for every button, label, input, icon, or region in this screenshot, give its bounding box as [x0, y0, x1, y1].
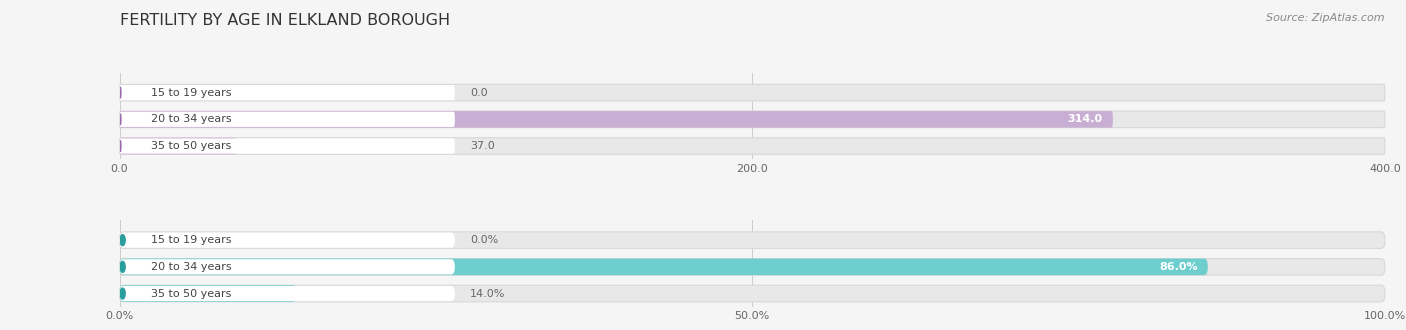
FancyBboxPatch shape: [120, 138, 456, 154]
Text: 14.0%: 14.0%: [470, 288, 505, 299]
Circle shape: [120, 288, 125, 299]
FancyBboxPatch shape: [120, 84, 1385, 101]
Text: 15 to 19 years: 15 to 19 years: [152, 235, 232, 245]
FancyBboxPatch shape: [120, 233, 456, 248]
Text: 20 to 34 years: 20 to 34 years: [152, 114, 232, 124]
FancyBboxPatch shape: [120, 232, 1385, 248]
FancyBboxPatch shape: [120, 259, 1208, 275]
FancyBboxPatch shape: [120, 286, 456, 301]
Text: 0.0%: 0.0%: [470, 235, 498, 245]
Text: 15 to 19 years: 15 to 19 years: [152, 88, 232, 98]
Text: 37.0: 37.0: [470, 141, 495, 151]
Text: 20 to 34 years: 20 to 34 years: [152, 262, 232, 272]
FancyBboxPatch shape: [120, 285, 1385, 302]
FancyBboxPatch shape: [120, 138, 1385, 154]
Circle shape: [120, 261, 125, 272]
Text: 0.0: 0.0: [470, 88, 488, 98]
FancyBboxPatch shape: [120, 259, 1385, 275]
Text: 35 to 50 years: 35 to 50 years: [152, 288, 232, 299]
FancyBboxPatch shape: [120, 259, 456, 275]
FancyBboxPatch shape: [120, 111, 1385, 128]
Text: Source: ZipAtlas.com: Source: ZipAtlas.com: [1267, 13, 1385, 23]
FancyBboxPatch shape: [120, 285, 297, 302]
FancyBboxPatch shape: [120, 112, 456, 127]
Text: 314.0: 314.0: [1067, 114, 1102, 124]
FancyBboxPatch shape: [120, 138, 236, 154]
FancyBboxPatch shape: [120, 111, 1114, 128]
Text: 86.0%: 86.0%: [1159, 262, 1198, 272]
Circle shape: [120, 235, 125, 246]
FancyBboxPatch shape: [120, 85, 456, 100]
Text: FERTILITY BY AGE IN ELKLAND BOROUGH: FERTILITY BY AGE IN ELKLAND BOROUGH: [120, 13, 450, 28]
Text: 35 to 50 years: 35 to 50 years: [152, 141, 232, 151]
